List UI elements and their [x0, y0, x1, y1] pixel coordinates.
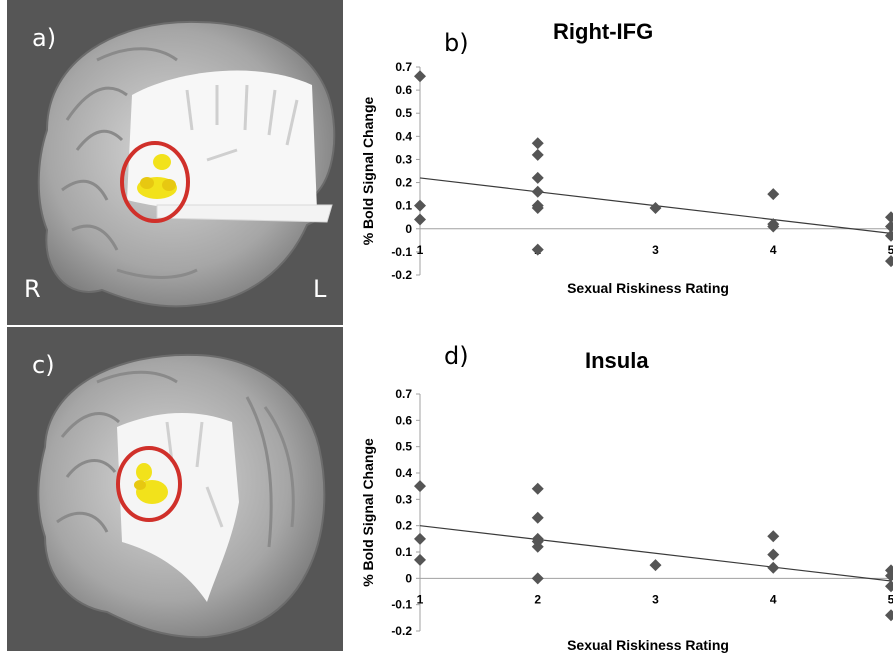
- y-tick-label: 0.6: [395, 413, 412, 427]
- y-tick-label: -0.1: [391, 598, 412, 612]
- x-axis-label: Sexual Riskiness Rating: [567, 280, 729, 296]
- data-point: [414, 199, 426, 212]
- y-tick-label: 0.2: [395, 519, 412, 533]
- data-point: [531, 171, 544, 184]
- y-tick-label: 0.2: [395, 176, 412, 190]
- x-tick-label: 5: [888, 243, 893, 257]
- data-point: [531, 185, 544, 198]
- coronal-cut-face: [127, 70, 317, 213]
- white-matter-folds: [165, 421, 224, 528]
- y-tick-label: 0.3: [395, 492, 412, 506]
- data-point: [414, 70, 426, 83]
- coronal-cut-face: [117, 412, 239, 602]
- brain-image-c: [37, 353, 326, 639]
- y-axis-label: % Bold Signal Change: [360, 97, 376, 246]
- data-point: [885, 229, 893, 242]
- data-point: [885, 609, 893, 622]
- x-tick-label: 4: [770, 243, 777, 257]
- data-point: [885, 569, 893, 582]
- y-tick-label: 0.4: [395, 129, 412, 143]
- brain-panel-a: a) R L: [7, 0, 343, 325]
- data-point: [531, 201, 544, 214]
- highlight-circle: [116, 446, 182, 522]
- data-point: [885, 580, 893, 593]
- trendline: [419, 525, 892, 582]
- y-axis-label: % Bold Signal Change: [360, 438, 376, 587]
- y-tick-label: 0.5: [395, 440, 412, 454]
- data-point: [531, 148, 544, 161]
- data-point: [767, 548, 780, 561]
- x-tick-label: 3: [652, 243, 659, 257]
- gyri-pattern: [56, 370, 295, 548]
- activation-blobs: [134, 463, 168, 504]
- data-point: [531, 243, 544, 256]
- highlight-circle: [120, 141, 190, 223]
- data-point: [414, 532, 426, 545]
- panel-label-a: a): [32, 24, 57, 52]
- y-tick-label: -0.2: [391, 624, 412, 638]
- y-tick-label: 0.6: [395, 83, 412, 97]
- brain-panel-c: c): [7, 327, 343, 651]
- data-point: [414, 553, 426, 566]
- data-point: [885, 220, 893, 233]
- chart-title-insula: Insula: [585, 348, 649, 373]
- gyri-pattern: [61, 47, 198, 279]
- data-point: [767, 220, 780, 233]
- data-point: [531, 511, 544, 524]
- x-tick-label: 3: [652, 592, 659, 606]
- axial-cut-plane: [156, 204, 333, 223]
- x-axis-label: Sexual Riskiness Rating: [567, 637, 729, 653]
- left-hemisphere-label: L: [313, 275, 327, 303]
- y-tick-label: 0.4: [395, 466, 412, 480]
- y-tick-label: 0.5: [395, 106, 412, 120]
- x-tick-label: 2: [534, 592, 541, 606]
- panel-label-b: b): [444, 29, 469, 57]
- y-tick-label: 0.7: [395, 60, 412, 74]
- data-point: [531, 482, 544, 495]
- right-hemisphere-label: R: [24, 275, 41, 303]
- y-tick-label: -0.2: [391, 268, 412, 282]
- x-tick-label: 1: [417, 592, 424, 606]
- scatter-plot-right-ifg: 0.70.60.50.40.30.20.10-0.1-0.212345Sexua…: [360, 60, 893, 296]
- y-tick-label: 0.7: [395, 387, 412, 401]
- data-point: [885, 211, 893, 224]
- data-point: [767, 530, 780, 543]
- chart-title-right-ifg: Right-IFG: [553, 19, 654, 44]
- y-tick-label: 0.1: [395, 199, 412, 213]
- y-tick-label: -0.1: [391, 245, 412, 259]
- x-tick-label: 5: [888, 592, 893, 606]
- data-point: [649, 559, 662, 572]
- panel-label-c: c): [32, 351, 55, 379]
- white-matter-folds: [185, 84, 299, 162]
- scatter-plot-insula: 0.7 0.6 0.5 0.4 0.3 0.2 0.1 0 -0.1 -0.2 1 2 3 4 5 Sexua…: [360, 387, 893, 653]
- activation-blobs: [137, 154, 177, 199]
- data-point: [414, 213, 426, 226]
- data-point: [885, 255, 893, 268]
- data-point: [649, 201, 662, 214]
- data-point: [531, 572, 544, 585]
- y-tick-label: 0: [405, 222, 412, 236]
- data-point: [767, 561, 780, 574]
- x-tick-label: 4: [770, 592, 777, 606]
- data-point: [767, 188, 780, 201]
- data-point: [531, 540, 544, 553]
- data-point: [531, 137, 544, 150]
- x-tick-label: 1: [417, 243, 424, 257]
- panel-label-d: d): [444, 342, 469, 370]
- brain-image-a: [37, 20, 336, 308]
- y-tick-label: 0: [405, 571, 412, 585]
- y-tick-label: 0.3: [395, 152, 412, 166]
- y-tick-label: 0.1: [395, 545, 412, 559]
- data-point: [414, 480, 426, 493]
